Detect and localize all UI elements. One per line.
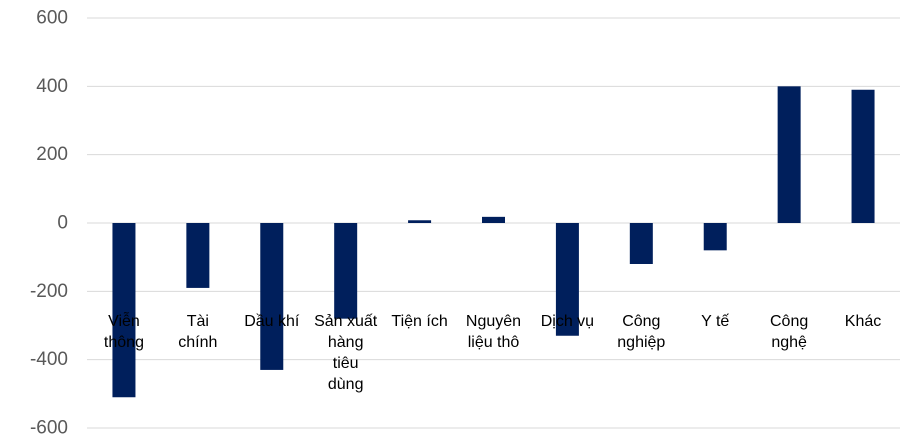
category-label: Tiện ích: [391, 313, 447, 330]
category-label: Nguyên liệu thô: [466, 313, 521, 351]
category-labels: Viễn thông Tài chính Dầu khí Sản xuất hàng tiêu…: [104, 311, 881, 393]
bar-0: [112, 223, 136, 398]
gridlines: [87, 17, 900, 429]
category-label: Sản xuất hàng tiêu dùng: [314, 313, 378, 393]
bar-2: [260, 223, 284, 370]
bar-10: [851, 89, 875, 223]
category-label: Y tế: [701, 313, 729, 330]
bars: [112, 86, 875, 398]
y-tick-label: -200: [30, 281, 68, 302]
category-label: Viễn thông: [104, 311, 144, 351]
bar-1: [186, 223, 210, 288]
category-label: Khác: [845, 313, 881, 330]
y-tick-label: 0: [57, 213, 68, 234]
y-tick-label: 600: [36, 8, 68, 29]
y-tick-label: -400: [30, 349, 68, 370]
y-tick-label: 400: [36, 76, 68, 97]
category-label: Tài chính: [178, 313, 217, 351]
bar-8: [703, 223, 727, 251]
category-label: Dịch vụ: [541, 313, 594, 330]
y-axis: -600 -400 -200 0 200 400 600: [30, 8, 68, 439]
y-tick-label: 200: [36, 144, 68, 165]
category-label: Công nghệ: [770, 313, 808, 351]
y-tick-label: -600: [30, 418, 68, 439]
category-label: Công nghiệp: [617, 313, 665, 351]
bar-9: [777, 86, 801, 223]
bar-5: [482, 216, 505, 223]
bar-4: [408, 220, 432, 223]
bar-6: [555, 223, 579, 336]
bar-3: [334, 223, 358, 319]
bar-7: [629, 223, 653, 264]
category-label: Dầu khí: [244, 313, 300, 330]
